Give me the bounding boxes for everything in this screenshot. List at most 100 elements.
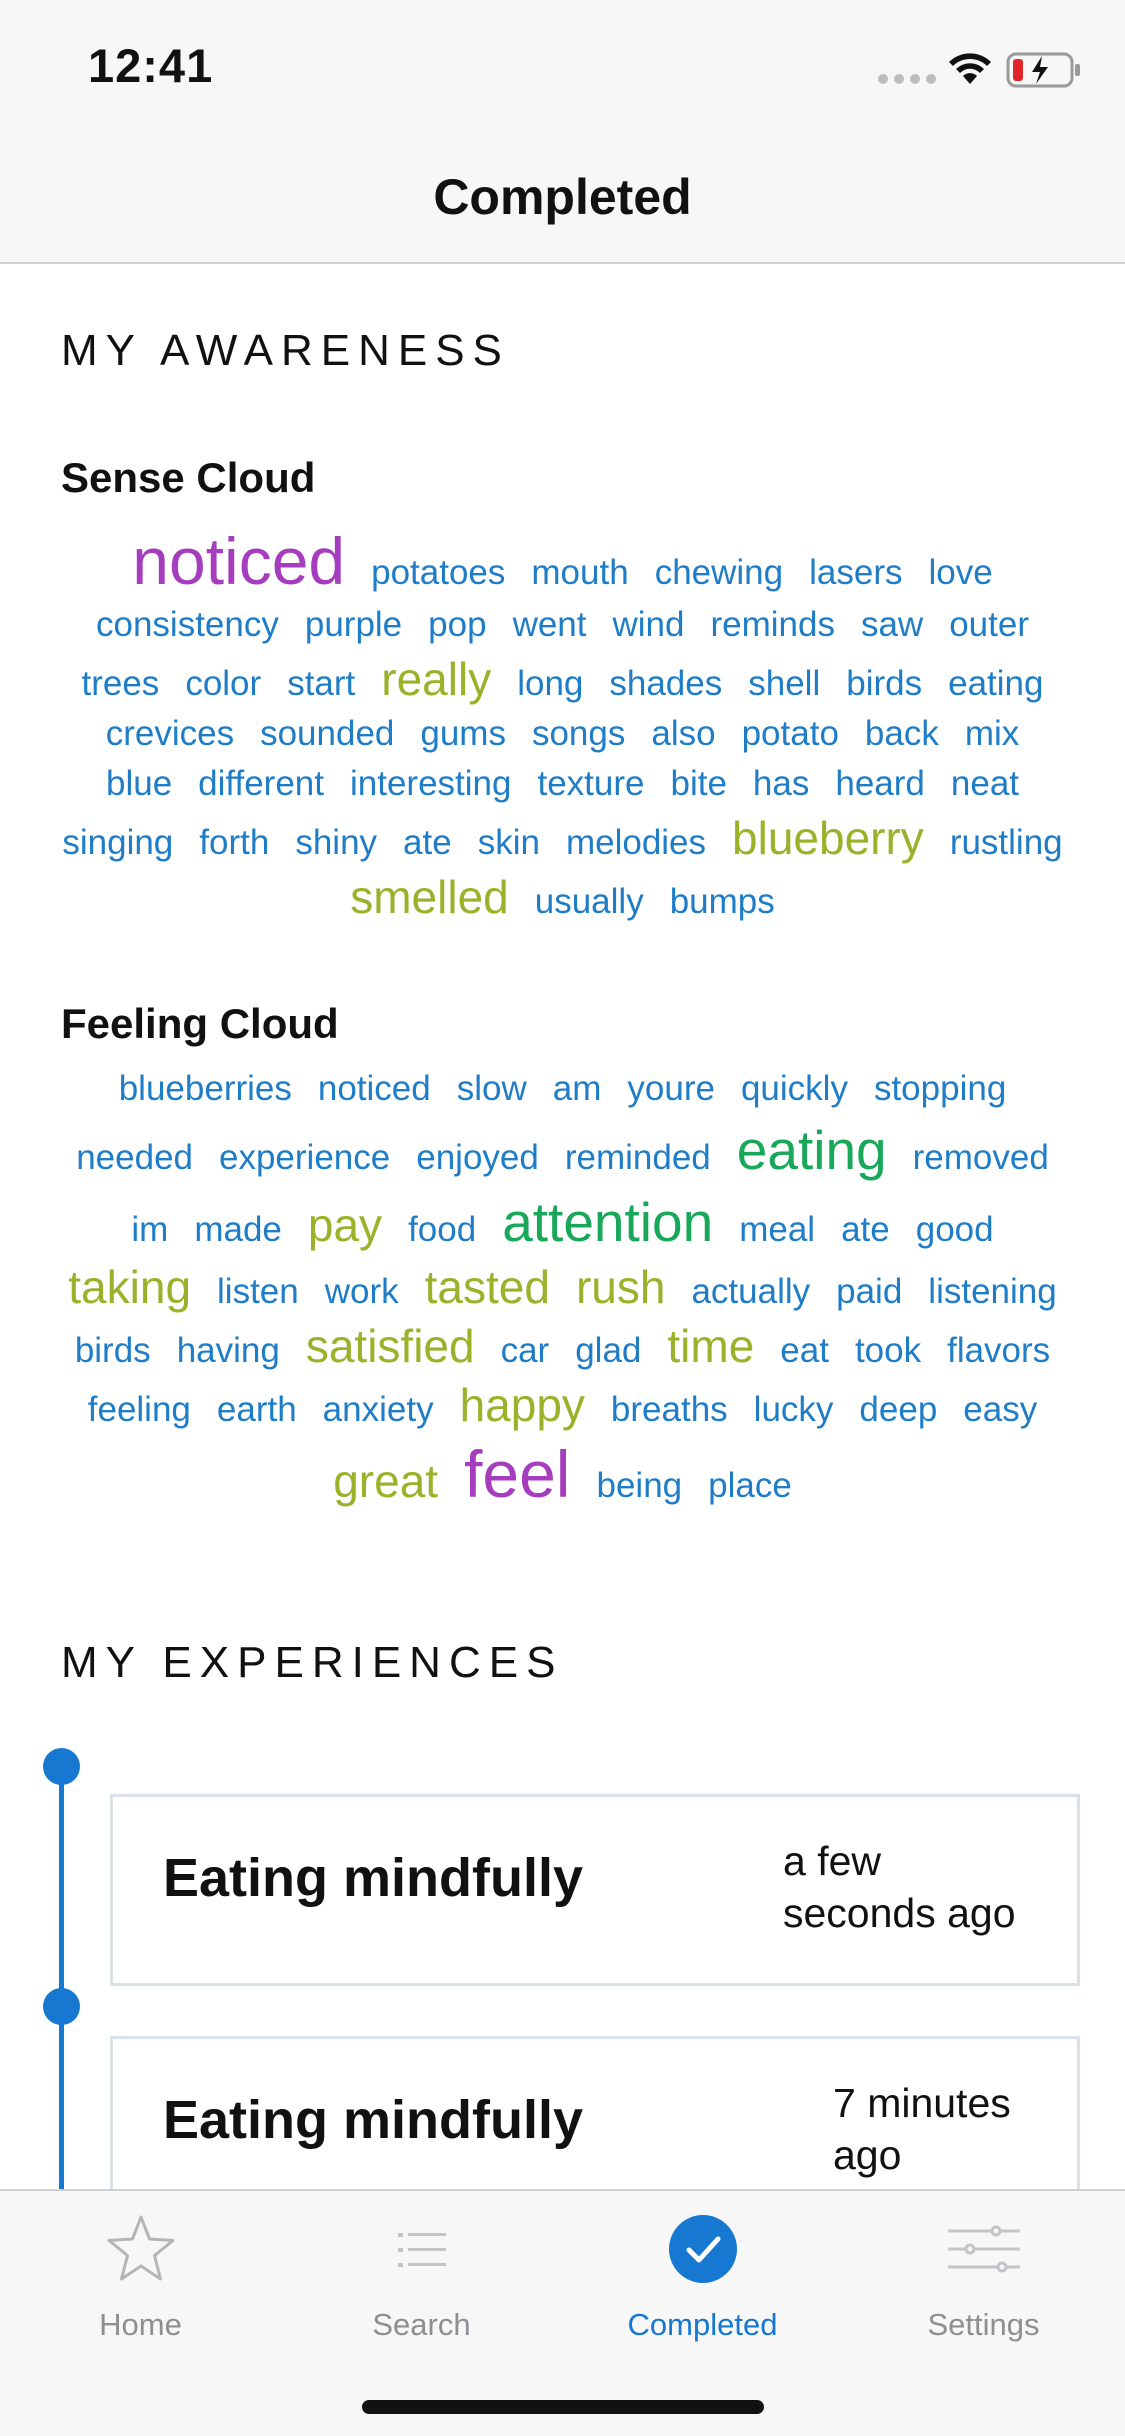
- cloud-word: shiny: [295, 823, 378, 862]
- cloud-word: earth: [216, 1390, 297, 1429]
- feeling-cloud-title: Feeling Cloud: [61, 1000, 339, 1047]
- cloud-word: gums: [420, 714, 506, 753]
- cloud-word: place: [708, 1466, 792, 1505]
- cloud-word: crevices: [105, 714, 235, 753]
- cloud-word: feeling: [87, 1390, 191, 1429]
- my-awareness-header: MY AWARENESS: [61, 326, 510, 375]
- cloud-word: youre: [627, 1069, 715, 1108]
- status-time: 12:41: [88, 39, 214, 92]
- experience-card[interactable]: Eating mindfully a few seconds ago: [110, 1794, 1080, 1986]
- cloud-word: good: [915, 1210, 994, 1249]
- cloud-word: rustling: [949, 823, 1063, 862]
- cloud-word: taking: [68, 1261, 192, 1313]
- cloud-word: satisfied: [305, 1320, 475, 1372]
- sense-cloud: noticed potatoes mouth chewing lasers love con…: [60, 522, 1065, 927]
- cloud-word: smelled: [350, 871, 509, 923]
- tab-label: Search: [372, 2307, 471, 2342]
- cellular-signal-icon: [878, 74, 936, 84]
- tab-home[interactable]: Home: [0, 2191, 281, 2361]
- cloud-word: rush: [575, 1261, 666, 1313]
- cloud-word: singing: [62, 823, 174, 862]
- cloud-word: lasers: [809, 553, 903, 592]
- cloud-word: having: [176, 1331, 280, 1370]
- cloud-word: love: [928, 553, 993, 592]
- cloud-word: eating: [736, 1119, 887, 1181]
- navigation-bar: Completed: [0, 132, 1125, 264]
- experience-time: 7 minutes ago: [833, 2080, 1011, 2178]
- tab-completed[interactable]: Completed: [562, 2191, 843, 2361]
- cloud-word: noticed: [317, 1069, 431, 1108]
- cloud-word: wind: [612, 605, 685, 644]
- cloud-word: easy: [963, 1390, 1038, 1429]
- cloud-word: long: [517, 664, 584, 703]
- cloud-word: slow: [456, 1069, 527, 1108]
- cloud-word: ate: [403, 823, 452, 862]
- cloud-word: birds: [74, 1331, 151, 1370]
- cloud-word: saw: [860, 605, 924, 644]
- main-content[interactable]: MY AWARENESS Sense Cloud noticed potatoes…: [0, 264, 1125, 2189]
- list-icon: [397, 2233, 446, 2267]
- cloud-word: consistency: [95, 605, 279, 644]
- cloud-word: has: [752, 764, 810, 803]
- cloud-word: flavors: [947, 1331, 1051, 1370]
- cloud-word: ate: [841, 1210, 890, 1249]
- cloud-word: interesting: [350, 764, 512, 803]
- cloud-word: trees: [81, 664, 160, 703]
- cloud-word: deep: [859, 1390, 938, 1429]
- cloud-word: birds: [846, 664, 923, 703]
- cloud-word: shell: [748, 664, 821, 703]
- cloud-word: went: [512, 605, 587, 644]
- cloud-word: happy: [459, 1379, 585, 1431]
- cloud-word: pop: [428, 605, 487, 644]
- tab-search[interactable]: Search: [281, 2191, 562, 2361]
- tab-label: Completed: [627, 2307, 778, 2342]
- cloud-word: forth: [199, 823, 270, 862]
- cloud-word: bumps: [669, 882, 775, 921]
- cloud-word: work: [324, 1272, 399, 1311]
- cloud-word: experience: [219, 1138, 391, 1177]
- timeline-line: [59, 1764, 64, 2189]
- my-experiences-header: MY EXPERIENCES: [61, 1638, 564, 1687]
- cloud-word: glad: [575, 1331, 642, 1370]
- cloud-word: mix: [964, 714, 1020, 753]
- cloud-word: meal: [739, 1210, 816, 1249]
- cloud-word: blueberries: [118, 1069, 292, 1108]
- cloud-word: reminds: [710, 605, 835, 644]
- cloud-word: attention: [502, 1191, 714, 1253]
- home-indicator[interactable]: [362, 2400, 764, 2414]
- cloud-word: food: [408, 1210, 477, 1249]
- sliders-icon: [947, 2225, 1020, 2273]
- page-title: Completed: [433, 169, 692, 225]
- cloud-word: color: [185, 664, 262, 703]
- checkmark-circle-icon: [668, 2215, 737, 2283]
- experience-card[interactable]: Eating mindfully 7 minutes ago: [110, 2036, 1080, 2189]
- cloud-word: heard: [835, 764, 925, 803]
- cloud-word: blue: [105, 764, 173, 803]
- cloud-word: pay: [307, 1199, 383, 1251]
- cloud-word: chewing: [654, 553, 784, 592]
- cloud-word: potato: [741, 714, 839, 753]
- cloud-word: anxiety: [322, 1390, 434, 1429]
- cloud-word: neat: [950, 764, 1020, 803]
- cloud-word: eat: [780, 1331, 829, 1370]
- cloud-word: listening: [928, 1272, 1057, 1311]
- cloud-word: paid: [836, 1272, 903, 1311]
- sense-cloud-title: Sense Cloud: [61, 454, 316, 501]
- cloud-word: blueberry: [732, 812, 924, 864]
- cloud-word: quickly: [740, 1069, 848, 1108]
- tab-settings[interactable]: Settings: [843, 2191, 1124, 2361]
- cloud-word: needed: [76, 1138, 193, 1177]
- cloud-word: usually: [534, 882, 644, 921]
- cloud-word: reminded: [564, 1138, 711, 1177]
- experience-time: a few seconds ago: [783, 1838, 1016, 1936]
- feeling-cloud: blueberries noticed slow am youre quickly stop…: [60, 1064, 1065, 1513]
- cloud-word: songs: [531, 714, 626, 753]
- cloud-word: melodies: [565, 823, 707, 862]
- cloud-word: potatoes: [371, 553, 506, 592]
- cloud-word: tasted: [424, 1261, 550, 1313]
- cloud-word: actually: [691, 1272, 811, 1311]
- timeline-dot: [43, 1748, 80, 1785]
- cloud-word: bite: [670, 764, 727, 803]
- tab-bar: Home Search Completed Settings: [0, 2189, 1125, 2436]
- experience-title: Eating mindfully: [163, 2090, 584, 2150]
